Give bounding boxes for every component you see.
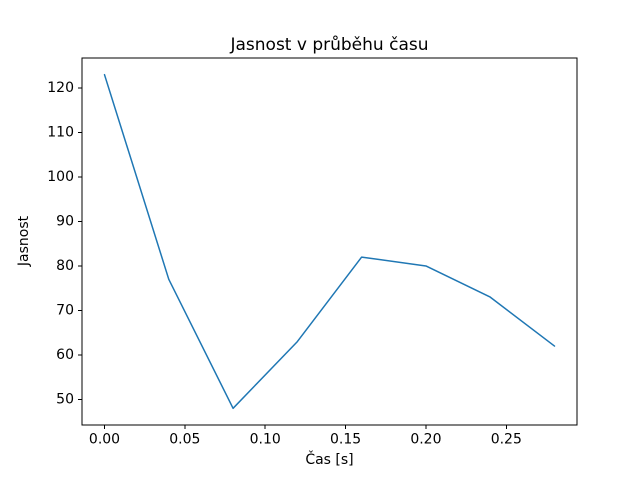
x-tick-label: 0.05: [169, 432, 200, 448]
axes-frame: [81, 57, 578, 426]
y-axis-label: Jasnost: [16, 215, 32, 267]
x-tick-label: 0.10: [250, 432, 281, 448]
x-tick-label: 0.00: [89, 432, 120, 448]
y-tick-label: 100: [47, 169, 74, 185]
data-line-series: [103, 73, 556, 410]
x-axis-label: Čas [s]: [305, 452, 354, 468]
x-tick-label: 0.20: [410, 432, 441, 448]
y-tick-label: 50: [56, 391, 74, 407]
chart-title: Jasnost v průběhu času: [230, 35, 429, 55]
y-tick-label: 70: [56, 302, 74, 318]
x-tick-label: 0.25: [491, 432, 522, 448]
y-tick-label: 60: [56, 347, 74, 363]
y-tick-label: 110: [47, 125, 74, 141]
y-tick-label: 90: [56, 213, 74, 229]
x-tick-label: 0.15: [330, 432, 361, 448]
y-tick-label: 120: [47, 80, 74, 96]
y-tick-label: 80: [56, 258, 74, 274]
